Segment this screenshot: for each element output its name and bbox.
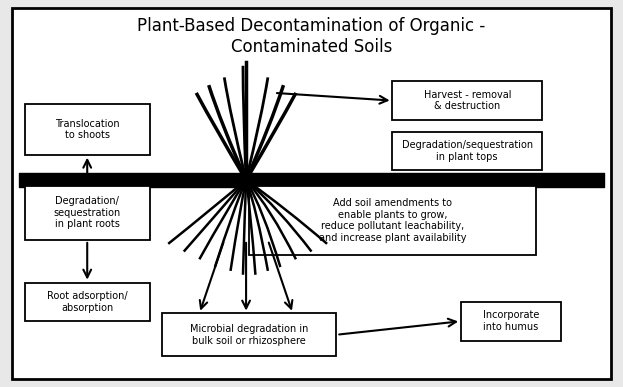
FancyBboxPatch shape: [25, 104, 150, 155]
Text: Harvest - removal
& destruction: Harvest - removal & destruction: [424, 90, 511, 111]
FancyBboxPatch shape: [12, 8, 611, 379]
Text: Microbial degradation in
bulk soil or rhizosphere: Microbial degradation in bulk soil or rh…: [190, 324, 308, 346]
Text: Incorporate
into humus: Incorporate into humus: [483, 310, 539, 332]
Text: Root adsorption/
absorption: Root adsorption/ absorption: [47, 291, 128, 313]
Text: Degradation/sequestration
in plant tops: Degradation/sequestration in plant tops: [402, 140, 533, 162]
FancyBboxPatch shape: [25, 283, 150, 321]
FancyBboxPatch shape: [461, 302, 561, 341]
FancyBboxPatch shape: [392, 81, 542, 120]
Text: Plant-Based Decontamination of Organic -
Contaminated Soils: Plant-Based Decontamination of Organic -…: [138, 17, 485, 56]
Text: Translocation
to shoots: Translocation to shoots: [55, 119, 120, 140]
FancyBboxPatch shape: [162, 313, 336, 356]
FancyBboxPatch shape: [249, 186, 536, 255]
FancyBboxPatch shape: [392, 132, 542, 170]
Text: Degradation/
sequestration
in plant roots: Degradation/ sequestration in plant root…: [54, 196, 121, 229]
FancyBboxPatch shape: [25, 186, 150, 240]
Text: Add soil amendments to
enable plants to grow,
reduce pollutant leachability,
and: Add soil amendments to enable plants to …: [319, 198, 466, 243]
